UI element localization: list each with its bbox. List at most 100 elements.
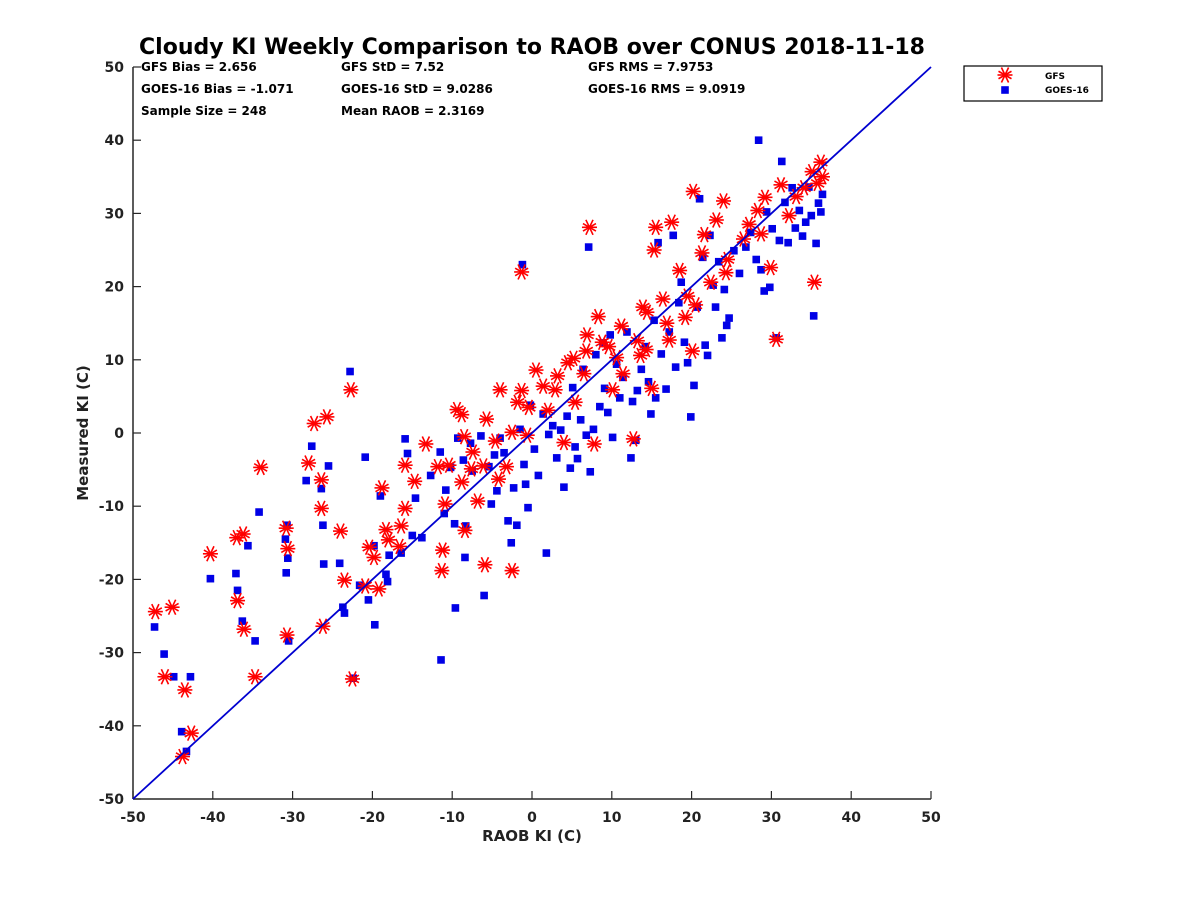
goes16-point [548, 421, 557, 430]
one-to-one-line [132, 66, 932, 800]
goes16-point [530, 445, 539, 453]
goes16-point [812, 239, 820, 248]
goes16-point [150, 623, 159, 631]
goes16-point [665, 328, 674, 336]
goes16-point [177, 727, 186, 736]
x-tick-label: 10 [602, 810, 622, 826]
gfs-point [694, 245, 710, 261]
gfs-point [685, 183, 701, 200]
gfs-point [465, 444, 481, 460]
goes16-point [411, 494, 420, 502]
gfs-point [407, 473, 423, 490]
x-tick-label: 20 [682, 810, 702, 826]
gfs-point [655, 291, 671, 307]
goes16-point [186, 672, 195, 681]
gfs-point [430, 458, 446, 475]
goes16-point [364, 596, 373, 604]
goes16-point [418, 533, 426, 542]
goes16-point [563, 412, 571, 420]
gfs-point [397, 457, 413, 474]
gfs-point [437, 496, 453, 512]
stat-goes-bias: GOES-16 Bias = -1.071 [141, 82, 294, 96]
goes16-point [335, 559, 344, 568]
goes16-point [340, 609, 349, 617]
goes16-point [284, 554, 292, 562]
goes16-point [633, 386, 642, 395]
gfs-point [504, 562, 520, 579]
goes16-point [604, 408, 612, 417]
goes16-point [282, 569, 291, 577]
goes16-point [619, 373, 627, 382]
goes16-point [671, 363, 680, 371]
goes16-point [233, 586, 242, 595]
legend: GFS GOES-16 [963, 65, 1103, 102]
gfs-point [470, 493, 486, 509]
gfs-point [435, 542, 451, 558]
goes16-point [403, 449, 412, 458]
y-tick-label: -10 [99, 499, 125, 515]
goes16-point [466, 439, 475, 448]
goes16-point [459, 456, 468, 464]
goes16-point [346, 367, 354, 376]
y-tick-label: -50 [99, 792, 125, 808]
goes16-point [376, 492, 385, 500]
gfs-point [550, 368, 566, 384]
goes16-point [662, 385, 670, 393]
goes16-point [698, 253, 707, 262]
x-tick-label: 0 [527, 810, 537, 826]
gfs-point [456, 428, 472, 445]
goes16-point [647, 410, 655, 418]
goes16-point [382, 570, 390, 579]
y-tick-label: -30 [99, 646, 125, 662]
goes16-point [589, 425, 598, 434]
goes16-point [801, 218, 810, 226]
gfs-point [753, 226, 769, 242]
goes16-point [251, 637, 259, 645]
gfs-point [336, 572, 352, 588]
gfs-point [510, 394, 526, 411]
gfs-point [247, 668, 263, 685]
goes16-point [408, 531, 417, 540]
gfs-point [147, 603, 163, 620]
goes16-point [709, 281, 717, 289]
goes16-point [534, 471, 543, 480]
x-tick-label: -40 [200, 810, 226, 826]
goes16-point [637, 365, 646, 374]
goes16-point [507, 539, 516, 547]
y-tick-label: 30 [105, 206, 125, 222]
gfs-point [235, 526, 251, 542]
gfs-point [716, 193, 732, 209]
gfs-point [236, 621, 252, 638]
goes16-point [690, 381, 698, 390]
gfs-point [475, 458, 491, 474]
goes16-point [442, 486, 450, 494]
goes16-point [542, 549, 551, 557]
goes16-point [490, 451, 499, 459]
gfs-point [615, 365, 631, 382]
goes16-point [760, 287, 769, 295]
legend-goes-marker [1001, 86, 1009, 94]
gfs-point [278, 520, 294, 537]
goes16-point [206, 574, 215, 583]
gfs-point [454, 474, 470, 490]
y-tick-label: -40 [99, 719, 125, 735]
x-tick-label: -50 [120, 810, 146, 826]
goes16-point [608, 433, 617, 442]
y-axis-label: Measured KI (C) [74, 365, 92, 501]
gfs-point [684, 343, 700, 359]
goes16-point [513, 521, 521, 530]
legend-box [963, 65, 1103, 102]
goes16-point [683, 358, 692, 367]
legend-label-goes: GOES-16 [1045, 86, 1089, 96]
stat-gfs-bias: GFS Bias = 2.656 [141, 60, 257, 74]
gfs-point [625, 431, 641, 447]
goes16-point [370, 620, 379, 629]
goes16-point [576, 416, 585, 424]
goes16-point [781, 198, 789, 207]
x-tick-label: 30 [762, 810, 782, 826]
goes16-point [817, 208, 825, 216]
goes16-point [524, 503, 532, 512]
gfs-point [301, 455, 317, 471]
legend-gfs-asterisk [997, 67, 1013, 83]
goes16-point [818, 190, 827, 199]
